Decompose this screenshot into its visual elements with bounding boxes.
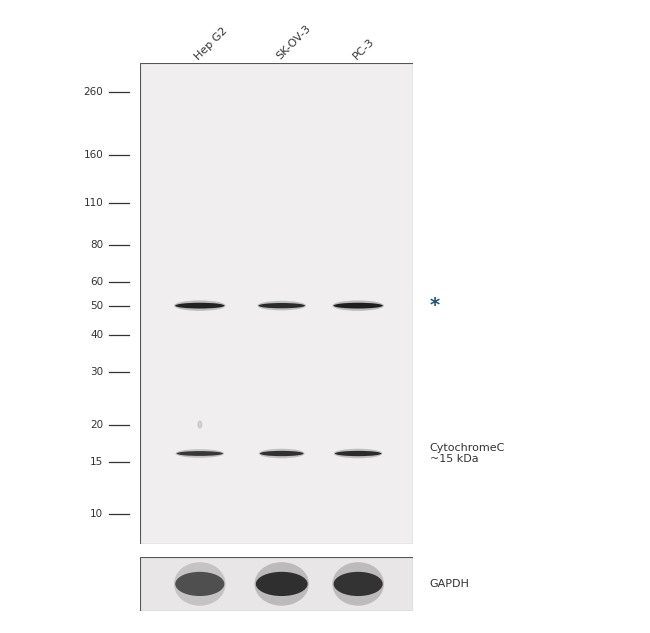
Text: 15: 15 [90,457,103,467]
Ellipse shape [255,562,309,606]
Circle shape [198,421,202,428]
Ellipse shape [333,303,383,308]
Text: 110: 110 [84,198,103,208]
Ellipse shape [335,451,382,456]
Ellipse shape [257,301,306,310]
Text: PC-3: PC-3 [351,37,376,62]
Ellipse shape [174,301,226,311]
Ellipse shape [332,301,384,311]
Text: 60: 60 [90,277,103,287]
Text: 10: 10 [90,510,103,520]
Text: 40: 40 [90,330,103,339]
Ellipse shape [334,449,382,458]
Text: GAPDH: GAPDH [430,579,469,589]
Text: 160: 160 [84,149,103,160]
Ellipse shape [333,572,383,596]
Ellipse shape [259,303,305,308]
Text: SK-OV-3: SK-OV-3 [275,23,313,62]
Ellipse shape [256,572,307,596]
Text: 30: 30 [90,367,103,377]
Text: *: * [430,296,439,315]
Ellipse shape [332,562,384,606]
Ellipse shape [174,562,226,606]
Ellipse shape [260,451,304,456]
Ellipse shape [176,572,224,596]
Text: 20: 20 [90,420,103,430]
Ellipse shape [176,449,224,458]
Text: Hep G2: Hep G2 [193,25,229,62]
Ellipse shape [177,451,223,456]
Ellipse shape [259,449,305,458]
Text: 80: 80 [90,240,103,249]
Text: 50: 50 [90,301,103,311]
Text: 260: 260 [84,87,103,97]
Ellipse shape [176,303,224,308]
Text: CytochromeC
~15 kDa: CytochromeC ~15 kDa [430,442,505,465]
